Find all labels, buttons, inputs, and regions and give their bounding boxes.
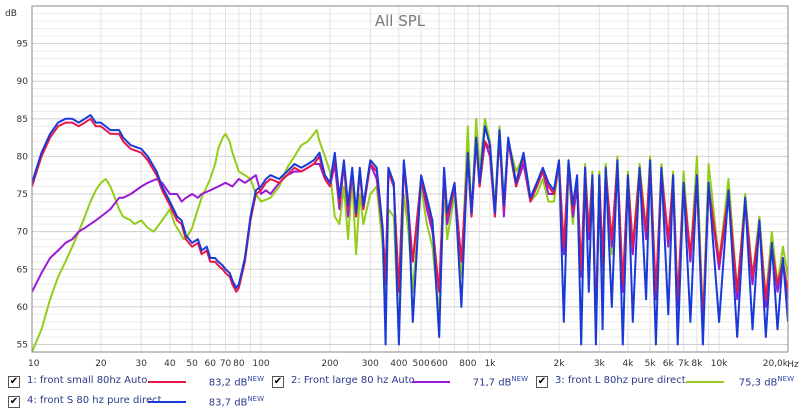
x-tick-label: 20,0k xyxy=(763,359,789,369)
legend-item-3[interactable]: ✔ 3: front L 80hz pure direct 75,3 dBNEW xyxy=(536,374,798,390)
x-tick-label: 4k xyxy=(622,359,634,369)
chart-title: All SPL xyxy=(375,12,426,30)
legend-value: 75,3 dBNEW xyxy=(738,375,794,389)
x-tick-label: 600 xyxy=(431,359,448,369)
x-tick-label: 800 xyxy=(459,359,476,369)
series-line-1 xyxy=(32,117,788,323)
x-tick-label: 2k xyxy=(554,359,566,369)
x-tick-label: 50 xyxy=(186,359,198,369)
y-tick-label: 60 xyxy=(17,303,29,313)
legend-item-4[interactable]: ✔ 4: front S 80 hz pure direct 83,7 dBNE… xyxy=(8,394,270,410)
x-tick-label: 6k xyxy=(663,359,675,369)
legend-label: 2: Front large 80 hz Auto xyxy=(291,375,415,386)
legend-swatch xyxy=(148,381,186,383)
x-tick-label: 8k xyxy=(691,359,703,369)
legend-item-1[interactable]: ✔ 1: front small 80hz Auto 83,2 dBNEW xyxy=(8,374,270,390)
plot-frame xyxy=(31,5,789,353)
series-line-4 xyxy=(32,114,788,346)
x-tick-label: 60 xyxy=(204,359,216,369)
legend-value: 83,2 dBNEW xyxy=(208,375,264,389)
x-tick-label: 7k xyxy=(678,359,690,369)
y-tick-label: 75 xyxy=(17,190,28,200)
x-tick-label: 30 xyxy=(136,359,148,369)
x-tick-label: 300 xyxy=(362,359,379,369)
x-tick-label: 80 xyxy=(233,359,245,369)
y-tick-label: 80 xyxy=(17,152,29,162)
x-tick-labels: 10 20 30 40 50 60 70 80 100 200 300 400 500 600 800 1k 2… xyxy=(28,359,789,369)
legend-label: 1: front small 80hz Auto xyxy=(27,375,148,386)
x-tick-label: 70 xyxy=(220,359,232,369)
x-tick-label: 40 xyxy=(164,359,176,369)
legend-swatch xyxy=(148,401,186,403)
legend: ✔ 1: front small 80hz Auto 83,2 dBNEW ✔ … xyxy=(0,372,800,414)
checkbox-checked-icon[interactable]: ✔ xyxy=(8,376,20,388)
legend-swatch xyxy=(412,381,450,383)
legend-label: 4: front S 80 hz pure direct xyxy=(27,395,162,406)
series-layer xyxy=(32,114,788,352)
x-tick-label: 10k xyxy=(711,359,728,369)
x-tick-label: 10 xyxy=(28,359,40,369)
y-tick-label: 90 xyxy=(17,77,29,87)
grid-lines xyxy=(31,5,789,353)
checkbox-checked-icon[interactable]: ✔ xyxy=(536,376,548,388)
x-tick-label: 500 xyxy=(413,359,430,369)
legend-value: 71,7 dBNEW xyxy=(472,375,528,389)
y-tick-label: 65 xyxy=(17,265,28,275)
x-tick-label: 20 xyxy=(95,359,107,369)
legend-value: 83,7 dBNEW xyxy=(208,395,264,409)
x-tick-label: 400 xyxy=(390,359,407,369)
x-tick-label: 5k xyxy=(645,359,657,369)
y-tick-label: 55 xyxy=(17,340,28,350)
legend-label: 3: front L 80hz pure direct xyxy=(555,375,686,386)
x-tick-label: 3k xyxy=(594,359,606,369)
x-axis-label: Hz xyxy=(787,360,799,370)
legend-swatch xyxy=(686,381,724,383)
y-tick-label: 70 xyxy=(17,228,29,238)
checkbox-checked-icon[interactable]: ✔ xyxy=(8,396,20,408)
x-tick-label: 200 xyxy=(321,359,338,369)
legend-item-2[interactable]: ✔ 2: Front large 80 hz Auto 71,7 dBNEW xyxy=(272,374,534,390)
x-tick-label: 100 xyxy=(252,359,269,369)
y-tick-label: 85 xyxy=(17,115,28,125)
y-tick-label: 95 xyxy=(17,40,28,50)
x-tick-label: 1k xyxy=(485,359,497,369)
y-tick-labels: 55 60 65 70 75 80 85 90 95 xyxy=(17,40,29,351)
checkbox-checked-icon[interactable]: ✔ xyxy=(272,376,284,388)
y-axis-label: dB xyxy=(5,9,17,19)
